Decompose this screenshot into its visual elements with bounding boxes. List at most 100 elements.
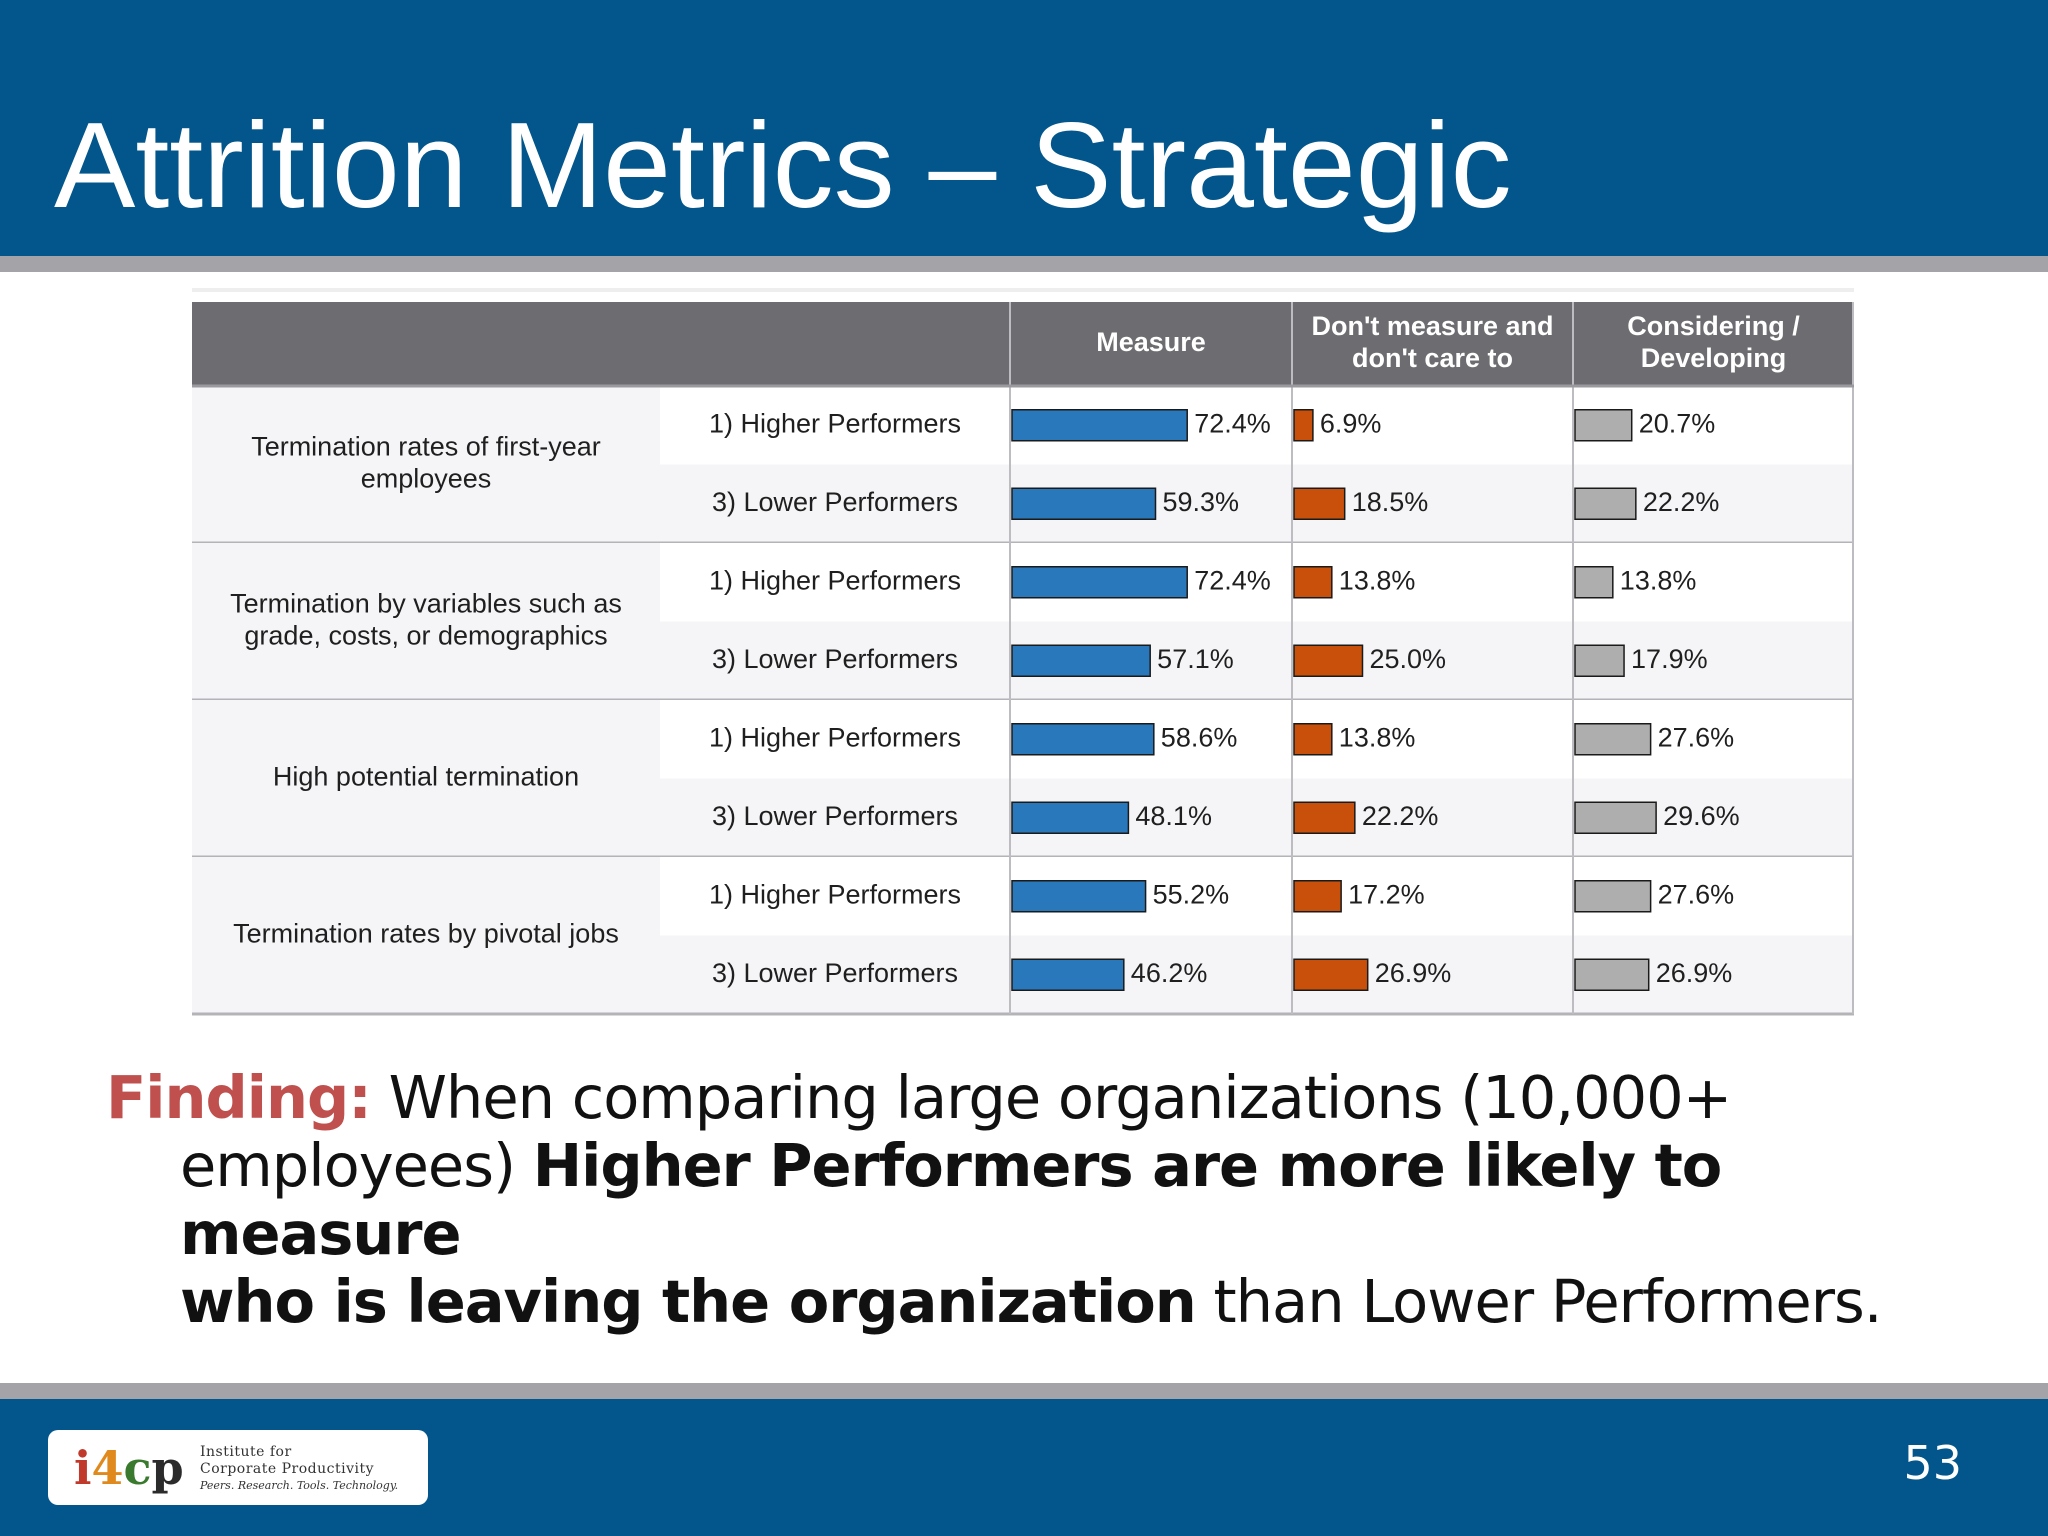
metric-label-cell bbox=[192, 386, 660, 543]
finding-bold-2: who is leaving the organization bbox=[180, 1267, 1197, 1336]
value-label: 17.9% bbox=[1631, 644, 1708, 674]
row-background bbox=[660, 386, 1854, 465]
title-band bbox=[0, 0, 2048, 256]
bar-measure bbox=[1011, 723, 1155, 756]
bar-dont-measure bbox=[1293, 880, 1342, 913]
bar-considering bbox=[1574, 880, 1652, 913]
value-label: 48.1% bbox=[1135, 801, 1212, 831]
metric-label-line: Termination by variables such as bbox=[230, 589, 622, 619]
column-header-1-line-0: Don't measure and bbox=[1312, 311, 1554, 341]
i4cp-logo: i4cp Institute for Corporate Productivit… bbox=[48, 1430, 428, 1505]
bar-measure bbox=[1011, 801, 1130, 834]
bar-measure bbox=[1011, 566, 1188, 599]
value-label: 22.2% bbox=[1643, 487, 1720, 517]
bar-measure bbox=[1011, 880, 1147, 913]
row-background bbox=[660, 700, 1854, 779]
bar-considering bbox=[1574, 801, 1657, 834]
logo-text: Institute for Corporate Productivity Pee… bbox=[200, 1444, 398, 1494]
logo-line-1: Institute for bbox=[200, 1444, 292, 1460]
finding-text: Finding: When comparing large organizati… bbox=[106, 1064, 1966, 1336]
performer-group-label: 1) Higher Performers bbox=[709, 879, 961, 909]
performer-group-label: 3) Lower Performers bbox=[712, 958, 958, 988]
metric-label-cell bbox=[192, 857, 660, 1014]
value-label: 26.9% bbox=[1656, 958, 1733, 988]
metric-label-line: Termination rates by pivotal jobs bbox=[233, 919, 619, 949]
performer-group-label: 1) Higher Performers bbox=[709, 722, 961, 752]
page-number: 53 bbox=[1903, 1436, 1962, 1490]
metric-label-line: Termination rates of first-year bbox=[251, 432, 601, 462]
column-header-0-line-0: Measure bbox=[1096, 327, 1206, 357]
bar-considering bbox=[1574, 409, 1633, 442]
value-label: 13.8% bbox=[1620, 565, 1697, 595]
value-label: 22.2% bbox=[1362, 801, 1439, 831]
performer-group-label: 1) Higher Performers bbox=[709, 565, 961, 595]
row-background bbox=[660, 543, 1854, 622]
bar-measure bbox=[1011, 409, 1188, 442]
bar-dont-measure bbox=[1293, 409, 1314, 442]
value-label: 46.2% bbox=[1131, 958, 1208, 988]
metric-label-cell bbox=[192, 543, 660, 700]
row-background bbox=[660, 621, 1854, 700]
value-label: 27.6% bbox=[1658, 879, 1735, 909]
bar-dont-measure bbox=[1293, 801, 1356, 834]
value-label: 20.7% bbox=[1639, 408, 1716, 438]
i4cp-logo-mark: i4cp bbox=[74, 1441, 184, 1495]
bar-dont-measure bbox=[1293, 566, 1333, 599]
logo-line-2: Corporate Productivity bbox=[200, 1461, 375, 1477]
row-background bbox=[660, 464, 1854, 543]
table-header-band bbox=[192, 302, 1854, 386]
performer-group-label: 3) Lower Performers bbox=[712, 487, 958, 517]
row-background bbox=[660, 935, 1854, 1014]
value-label: 27.6% bbox=[1658, 722, 1735, 752]
value-label: 18.5% bbox=[1352, 487, 1429, 517]
footer-divider bbox=[0, 1383, 2048, 1399]
bar-considering bbox=[1574, 723, 1652, 756]
metric-label-cell bbox=[192, 700, 660, 857]
bar-dont-measure bbox=[1293, 723, 1333, 756]
bar-considering bbox=[1574, 566, 1614, 599]
value-label: 72.4% bbox=[1194, 565, 1271, 595]
value-label: 55.2% bbox=[1153, 879, 1230, 909]
finding-lead: Finding: bbox=[106, 1063, 372, 1132]
finding-bold-1: Higher Performers are more likely to mea… bbox=[180, 1131, 1722, 1268]
value-label: 57.1% bbox=[1157, 644, 1234, 674]
metric-label-line: grade, costs, or demographics bbox=[244, 621, 607, 651]
performer-group-label: 3) Lower Performers bbox=[712, 801, 958, 831]
column-header-1-line-1: don't care to bbox=[1352, 343, 1513, 373]
finding-text-3: than Lower Performers. bbox=[1195, 1267, 1883, 1336]
value-label: 13.8% bbox=[1339, 565, 1416, 595]
value-label: 13.8% bbox=[1339, 722, 1416, 752]
bar-measure bbox=[1011, 958, 1125, 991]
metric-label-line: High potential termination bbox=[273, 762, 579, 792]
row-background bbox=[660, 857, 1854, 936]
bar-considering bbox=[1574, 958, 1650, 991]
title-divider bbox=[0, 256, 2048, 272]
group-separator bbox=[192, 1012, 1854, 1016]
value-label: 25.0% bbox=[1370, 644, 1447, 674]
finding-line-3: who is leaving the organization than Low… bbox=[106, 1268, 1966, 1336]
performer-group-label: 3) Lower Performers bbox=[712, 644, 958, 674]
bar-measure bbox=[1011, 644, 1151, 677]
bar-dont-measure bbox=[1293, 487, 1346, 520]
finding-line-2: employees) Higher Performers are more li… bbox=[106, 1132, 1966, 1268]
value-label: 17.2% bbox=[1348, 879, 1425, 909]
value-label: 58.6% bbox=[1161, 722, 1238, 752]
value-label: 6.9% bbox=[1320, 408, 1382, 438]
metrics-table: Measure Don't measure and don't care to Con… bbox=[192, 302, 1854, 1020]
value-label: 29.6% bbox=[1663, 801, 1740, 831]
value-label: 72.4% bbox=[1194, 408, 1271, 438]
value-label: 26.9% bbox=[1375, 958, 1452, 988]
finding-text-1: When comparing large organizations (10,0… bbox=[370, 1063, 1733, 1132]
value-label: 59.3% bbox=[1163, 487, 1240, 517]
performer-group-label: 1) Higher Performers bbox=[709, 408, 961, 438]
bar-considering bbox=[1574, 644, 1625, 677]
bar-considering bbox=[1574, 487, 1637, 520]
bar-measure bbox=[1011, 487, 1157, 520]
table-top-line bbox=[192, 288, 1854, 292]
bar-dont-measure bbox=[1293, 958, 1369, 991]
slide-title: Attrition Metrics – Strategic bbox=[54, 97, 1512, 233]
bar-dont-measure bbox=[1293, 644, 1364, 677]
column-header-2-line-1: Developing bbox=[1641, 343, 1787, 373]
logo-tagline: Peers. Research. Tools. Technology. bbox=[200, 1479, 399, 1492]
